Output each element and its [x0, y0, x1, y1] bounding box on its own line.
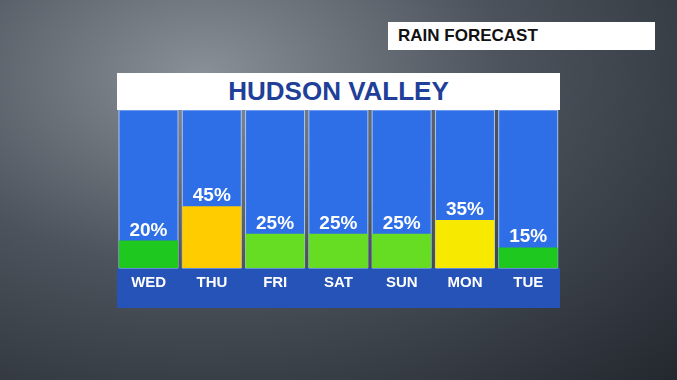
svg-text:WED: WED	[131, 273, 166, 290]
svg-text:MON: MON	[448, 273, 483, 290]
svg-text:THU: THU	[197, 273, 228, 290]
svg-text:TUE: TUE	[513, 273, 543, 290]
svg-text:20%: 20%	[129, 219, 167, 240]
svg-text:FRI: FRI	[263, 273, 287, 290]
svg-text:25%: 25%	[256, 212, 294, 233]
svg-text:SUN: SUN	[386, 273, 418, 290]
svg-text:25%: 25%	[383, 212, 421, 233]
svg-text:35%: 35%	[446, 198, 484, 219]
svg-text:SAT: SAT	[324, 273, 353, 290]
html-text:HUDSON VALLEY: HUDSON VALLEY	[228, 76, 449, 106]
svg-text:25%: 25%	[319, 212, 357, 233]
svg-text:15%: 15%	[509, 225, 547, 246]
svg-text:45%: 45%	[193, 184, 231, 205]
html-text:RAIN FORECAST: RAIN FORECAST	[398, 26, 538, 45]
